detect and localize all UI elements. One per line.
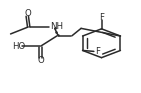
Text: O: O (25, 9, 31, 18)
Text: NH: NH (50, 22, 64, 31)
Text: F: F (99, 13, 104, 22)
Text: HO: HO (12, 42, 25, 51)
Text: O: O (37, 56, 44, 65)
Text: F: F (95, 47, 100, 56)
